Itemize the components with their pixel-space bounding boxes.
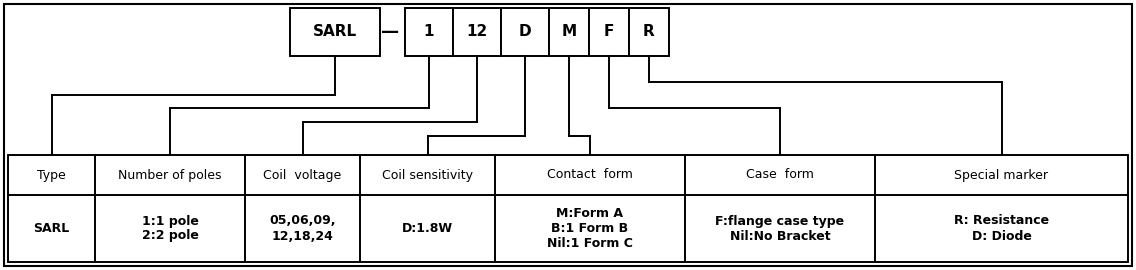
Text: M:Form A
B:1 Form B
Nil:1 Form C: M:Form A B:1 Form B Nil:1 Form C [548, 207, 633, 250]
Bar [406, 8, 453, 56]
Text: D:1.8W: D:1.8W [402, 222, 453, 235]
Bar [588, 8, 629, 56]
Text: F:flange case type
Nil:No Bracket: F:flange case type Nil:No Bracket [716, 214, 844, 242]
Text: Coil  voltage: Coil voltage [264, 168, 342, 181]
Text: Type: Type [37, 168, 66, 181]
Bar [8, 155, 1128, 262]
Text: Coil sensitivity: Coil sensitivity [382, 168, 473, 181]
Bar [629, 8, 669, 56]
Text: D: D [519, 25, 532, 39]
Text: SARL: SARL [312, 25, 357, 39]
Text: R: R [643, 25, 654, 39]
Text: SARL: SARL [33, 222, 69, 235]
Bar [290, 8, 381, 56]
Text: F: F [604, 25, 615, 39]
Text: Contact  form: Contact form [548, 168, 633, 181]
Bar [501, 8, 549, 56]
Bar [549, 8, 588, 56]
Text: 12: 12 [467, 25, 487, 39]
Bar [453, 8, 501, 56]
Text: M: M [561, 25, 577, 39]
Text: R: Resistance
D: Diode: R: Resistance D: Diode [954, 214, 1049, 242]
Text: Number of poles: Number of poles [118, 168, 222, 181]
Text: 1: 1 [424, 25, 434, 39]
Text: Special marker: Special marker [954, 168, 1049, 181]
Text: 05,06,09,
12,18,24: 05,06,09, 12,18,24 [269, 214, 336, 242]
Text: 1:1 pole
2:2 pole: 1:1 pole 2:2 pole [142, 214, 199, 242]
Text: —: — [381, 23, 399, 41]
Text: Case  form: Case form [746, 168, 813, 181]
